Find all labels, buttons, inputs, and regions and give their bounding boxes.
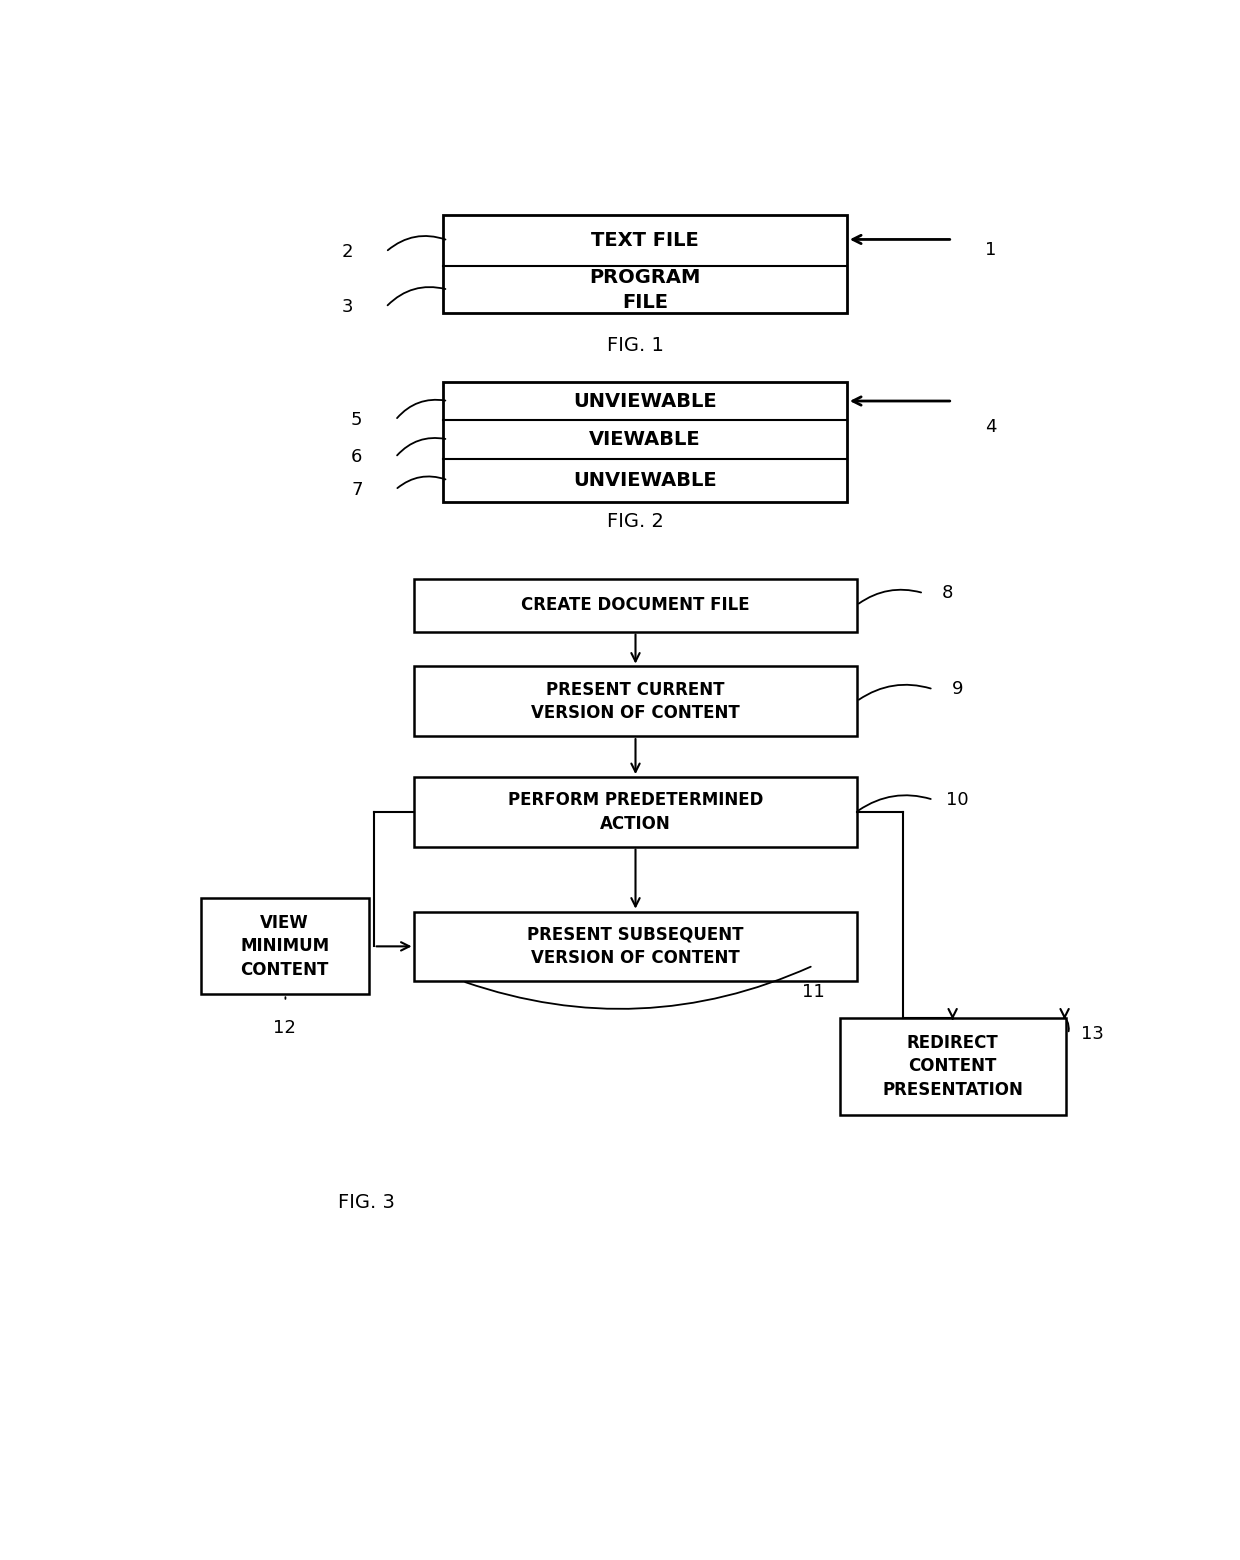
Text: TEXT FILE: TEXT FILE (591, 231, 699, 250)
Text: FIG. 2: FIG. 2 (608, 512, 663, 530)
Text: 1: 1 (986, 240, 997, 259)
Bar (414, 666, 857, 736)
Bar (444, 382, 847, 502)
Text: 7: 7 (351, 480, 362, 499)
Text: 13: 13 (1080, 1025, 1104, 1044)
Text: 2: 2 (341, 243, 353, 261)
Text: CREATE DOCUMENT FILE: CREATE DOCUMENT FILE (521, 596, 750, 615)
Text: 11: 11 (802, 983, 825, 1002)
Text: 6: 6 (351, 448, 362, 466)
Text: PRESENT SUBSEQUENT
VERSION OF CONTENT: PRESENT SUBSEQUENT VERSION OF CONTENT (527, 925, 744, 967)
Bar (414, 911, 857, 981)
Text: VIEWABLE: VIEWABLE (589, 431, 701, 449)
Text: 3: 3 (341, 298, 353, 317)
Text: PERFORM PREDETERMINED
ACTION: PERFORM PREDETERMINED ACTION (508, 791, 763, 833)
Text: REDIRECT
CONTENT
PRESENTATION: REDIRECT CONTENT PRESENTATION (882, 1034, 1023, 1100)
Text: PROGRAM
FILE: PROGRAM FILE (589, 268, 701, 312)
Text: UNVIEWABLE: UNVIEWABLE (573, 392, 717, 410)
Text: PRESENT CURRENT
VERSION OF CONTENT: PRESENT CURRENT VERSION OF CONTENT (531, 680, 740, 722)
Text: FIG. 3: FIG. 3 (339, 1193, 394, 1212)
Text: FIG. 1: FIG. 1 (608, 337, 663, 356)
Text: 5: 5 (351, 412, 362, 429)
Bar (414, 579, 857, 632)
Text: 4: 4 (986, 418, 997, 437)
Text: 8: 8 (942, 583, 954, 602)
Text: 12: 12 (273, 1019, 296, 1037)
Text: 10: 10 (946, 791, 968, 808)
Text: VIEW
MINIMUM
CONTENT: VIEW MINIMUM CONTENT (241, 914, 330, 980)
Bar (839, 1019, 1065, 1114)
Bar (414, 777, 857, 847)
Text: UNVIEWABLE: UNVIEWABLE (573, 471, 717, 490)
Bar (201, 899, 368, 994)
Bar (444, 215, 847, 314)
Text: 9: 9 (951, 680, 963, 699)
